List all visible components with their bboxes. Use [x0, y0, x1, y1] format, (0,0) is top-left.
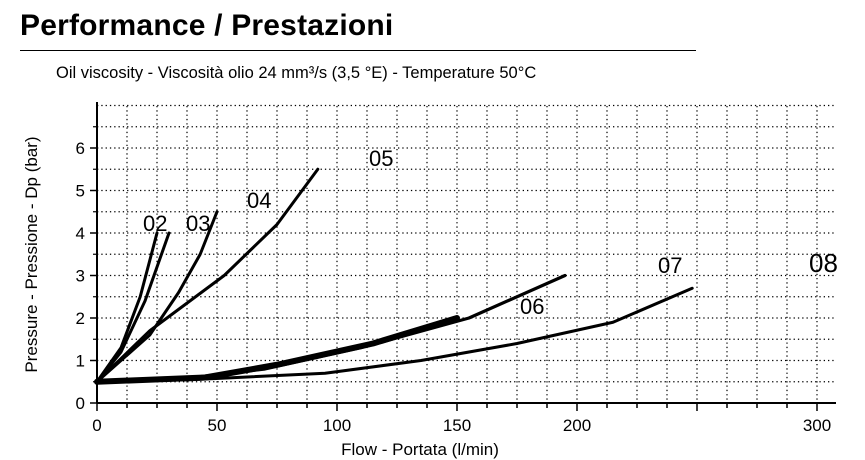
series-line-02 [95, 231, 159, 384]
series-label-04: 04 [247, 188, 271, 213]
series-label-06: 06 [520, 294, 544, 319]
y-tick-label: 4 [76, 224, 85, 243]
chart-grid [97, 104, 836, 403]
y-tick-label: 5 [76, 182, 85, 201]
series-line-08 [95, 286, 694, 384]
series-line-07 [95, 273, 567, 384]
x-tick-label: 200 [563, 416, 591, 435]
y-tick-label: 1 [76, 352, 85, 371]
title-rule [20, 50, 696, 51]
series-line-06 [94, 315, 460, 385]
y-axis-label: Pressure - Pressione - Dp (bar) [22, 136, 41, 372]
x-tick-label: 100 [323, 416, 351, 435]
x-tick-label: 0 [92, 416, 101, 435]
series-label-02: 02 [143, 211, 167, 236]
y-tick-label: 0 [76, 394, 85, 413]
chart-series [94, 167, 694, 385]
series-line-05 [95, 167, 320, 384]
series-line-04 [95, 210, 219, 384]
series-label-05: 05 [369, 146, 393, 171]
series-line-03 [95, 231, 171, 384]
x-tick-label: 150 [443, 416, 471, 435]
series-label-07: 07 [658, 253, 682, 278]
x-tick-label: 300 [803, 416, 831, 435]
chart-labels: Flow - Portata (l/min) Pressure - Pressio… [22, 136, 838, 459]
y-tick-label: 3 [76, 267, 85, 286]
x-tick-label: 50 [208, 416, 227, 435]
y-tick-label: 2 [76, 309, 85, 328]
y-tick-label: 6 [76, 139, 85, 158]
series-label-03: 03 [186, 211, 210, 236]
page-title: Performance / Prestazioni [20, 9, 394, 42]
chart-subtitle: Oil viscosity - Viscosità olio 24 mm³/s … [56, 64, 537, 82]
x-axis-label: Flow - Portata (l/min) [341, 440, 499, 459]
series-label-08: 08 [809, 248, 838, 278]
